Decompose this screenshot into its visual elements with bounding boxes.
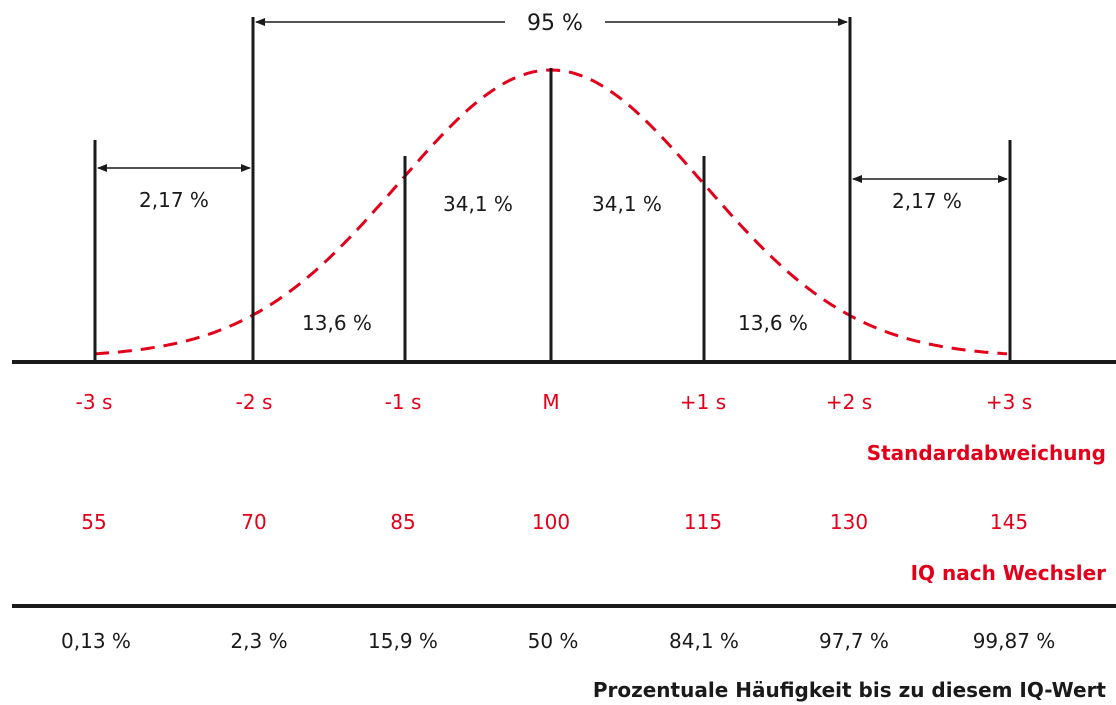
iq-value-145: 145 [990,510,1028,534]
cumulative-84-1: 84,1 % [669,629,739,653]
cumulative-99-87: 99,87 % [973,629,1056,653]
cumulative-0-13: 0,13 % [61,629,131,653]
cumulative-caption: Prozentuale Häufigkeit bis zu diesem IQ-… [593,678,1107,702]
sd-label-plus-3: +3 s [986,390,1032,414]
region-label-13-6-right: 13,6 % [738,311,808,335]
cumulative-50: 50 % [528,629,579,653]
iq-value-115: 115 [684,510,722,534]
region-label-34-1-right: 34,1 % [592,192,662,216]
sd-label-minus-1: -1 s [385,390,422,414]
iq-caption: IQ nach Wechsler [911,561,1107,585]
span-label-95: 95 % [527,11,583,36]
cumulative-15-9: 15,9 % [368,629,438,653]
iq-value-55: 55 [81,510,106,534]
cumulative-2-3: 2,3 % [230,629,287,653]
cumulative-97-7: 97,7 % [819,629,889,653]
iq-value-85: 85 [390,510,415,534]
sd-label-minus-3: -3 s [76,390,113,414]
iq-value-70: 70 [241,510,266,534]
region-label-13-6-left: 13,6 % [302,311,372,335]
region-label-34-1-left: 34,1 % [443,192,513,216]
sd-label-plus-2: +2 s [826,390,872,414]
sd-label-minus-2: -2 s [236,390,273,414]
sd-label-plus-1: +1 s [680,390,726,414]
iq-value-100: 100 [532,510,570,534]
tail-label-left: 2,17 % [139,188,209,212]
tail-label-right: 2,17 % [892,189,962,213]
sd-caption: Standardabweichung [867,441,1106,465]
sd-label-mean: M [542,390,559,414]
iq-value-130: 130 [830,510,868,534]
